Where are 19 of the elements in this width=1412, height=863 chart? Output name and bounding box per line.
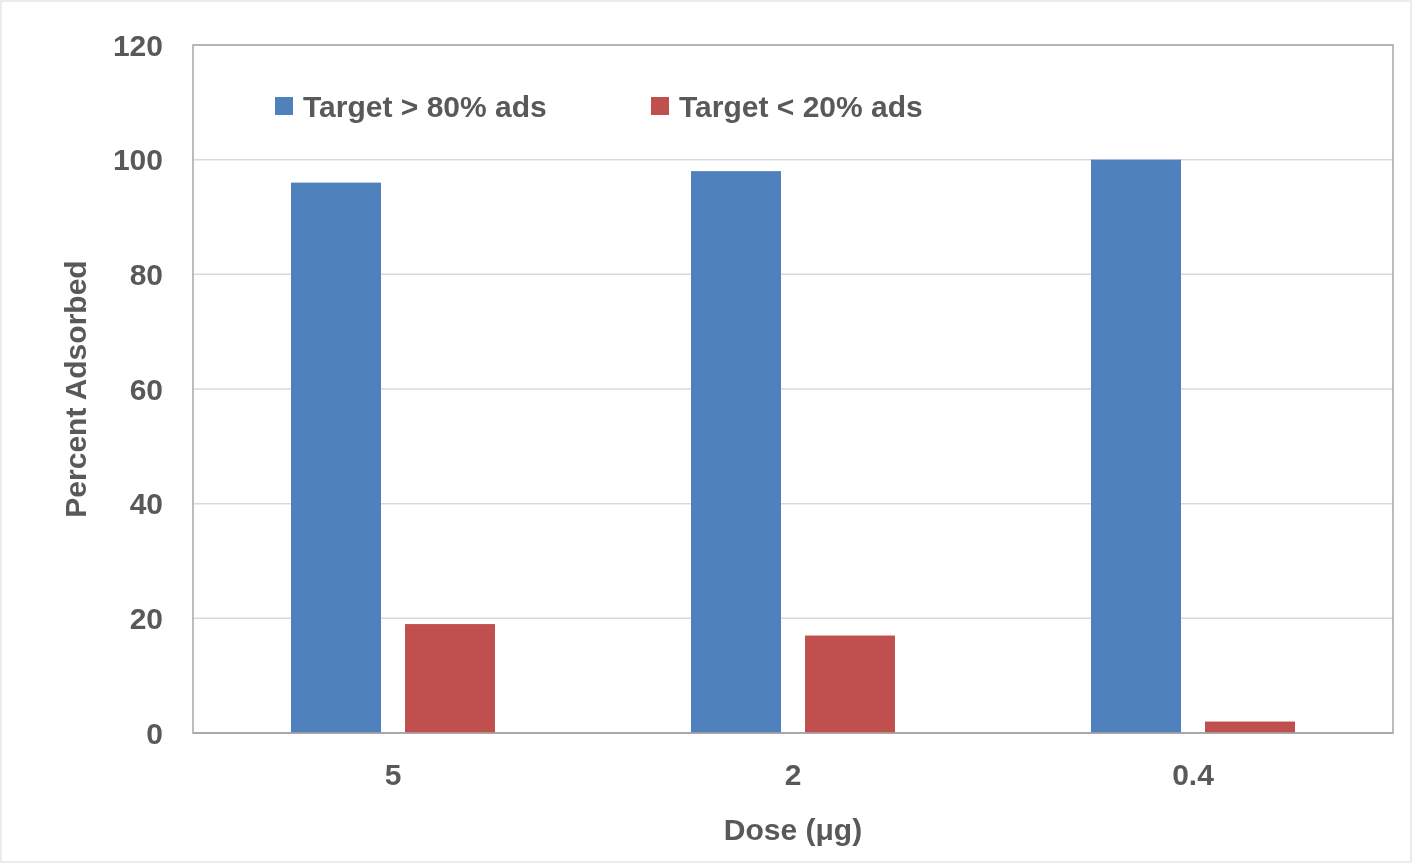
bar	[291, 182, 381, 733]
bar	[1091, 159, 1181, 733]
y-tick-label: 120	[112, 28, 163, 62]
y-tick-label: 40	[129, 487, 163, 521]
x-tick-label: 0.4	[1172, 758, 1215, 791]
y-tick-label: 0	[146, 716, 163, 750]
y-tick-label: 20	[129, 601, 163, 635]
x-tick-label: 2	[784, 758, 802, 791]
bar	[805, 635, 895, 733]
x-axis-title: Dose (μg)	[723, 813, 863, 846]
y-tick-label: 80	[129, 257, 163, 291]
legend-label: Target < 20% ads	[679, 89, 923, 123]
bar	[691, 171, 781, 733]
y-tick-label: 100	[112, 143, 163, 177]
legend-label: Target > 80% ads	[303, 89, 547, 123]
x-tick-label: 5	[384, 758, 402, 791]
y-axis-title: Percent Adsorbed	[59, 260, 92, 518]
bar	[405, 624, 495, 733]
y-tick-label: 60	[129, 372, 163, 406]
